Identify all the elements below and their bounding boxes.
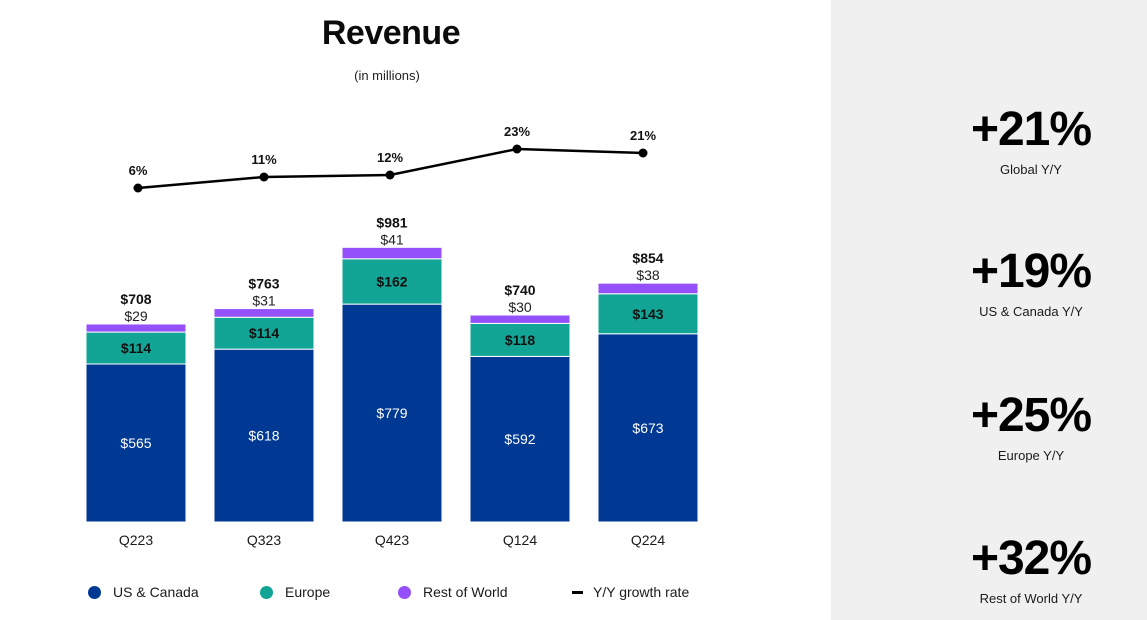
bar-label-rest-of-world: $41 xyxy=(380,231,404,247)
legend-item-europe: Europe xyxy=(260,584,330,600)
bar-segment-rest-of-world xyxy=(85,323,187,333)
legend-dot-icon xyxy=(260,585,273,599)
legend-label: Rest of World xyxy=(423,584,508,600)
bar-total-label: $740 xyxy=(504,282,535,298)
kpi-europe: +25% Europe Y/Y xyxy=(831,389,1147,464)
bar-segment-rest-of-world xyxy=(469,314,571,324)
legend-label: US & Canada xyxy=(113,584,199,600)
kpi-global: +21% Global Y/Y xyxy=(831,103,1147,178)
legend-label: Europe xyxy=(285,584,331,600)
legend-item-rest-of-world: Rest of World xyxy=(398,584,508,600)
bar-segment-us-canada xyxy=(341,303,443,523)
legend-dot-icon xyxy=(88,585,101,599)
revenue-chart: Revenue (in millions) $565 $114 $29 $708 Q22… xyxy=(0,14,831,608)
bar-label-europe: $114 xyxy=(121,340,152,356)
bar-segment-rest-of-world xyxy=(341,246,443,260)
bar-label-us-canada: $673 xyxy=(632,420,663,436)
kpi-label: Europe Y/Y xyxy=(997,448,1065,463)
bar-total-label: $981 xyxy=(376,214,407,230)
bar-label-us-canada: $592 xyxy=(504,431,535,447)
growth-rate-point xyxy=(385,170,395,180)
bar-label-europe: $162 xyxy=(376,273,407,289)
bar-label-europe: $118 xyxy=(505,332,536,348)
growth-rate-point xyxy=(512,144,522,154)
growth-rate-label: 23% xyxy=(504,124,530,139)
kpi-value: +19% xyxy=(970,245,1092,298)
bar-segment-us-canada xyxy=(213,348,315,523)
bar-segment-europe xyxy=(341,258,443,305)
bar-label-rest-of-world: $29 xyxy=(124,308,148,324)
bar-label-europe: $114 xyxy=(249,325,280,341)
bar-label-us-canada: $565 xyxy=(120,435,151,451)
bar-segment-us-canada xyxy=(85,363,187,523)
bar-label-europe: $143 xyxy=(632,306,663,322)
bar-segment-rest-of-world xyxy=(597,282,699,295)
x-tick-label: Q223 xyxy=(119,532,153,548)
growth-rate-label: 6% xyxy=(129,163,148,178)
legend-dot-icon xyxy=(398,585,411,599)
kpi-label: Global Y/Y xyxy=(1000,162,1062,177)
bar-segment-rest-of-world xyxy=(213,308,315,318)
legend-label: Y/Y growth rate xyxy=(593,584,690,600)
growth-rate-label: 21% xyxy=(630,128,656,143)
kpi-value: +21% xyxy=(970,103,1092,156)
growth-rate-label: 12% xyxy=(377,150,403,165)
kpi-label: US & Canada Y/Y xyxy=(979,304,1083,319)
x-tick-label: Q124 xyxy=(503,532,537,548)
bar-total-label: $708 xyxy=(120,291,151,307)
kpi-value: +25% xyxy=(970,389,1092,442)
growth-rate-point xyxy=(133,183,143,193)
legend-item-us-canada: US & Canada xyxy=(88,584,199,600)
bar-label-rest-of-world: $38 xyxy=(636,267,660,283)
legend-line-icon xyxy=(572,590,583,594)
bar-label-us-canada: $779 xyxy=(376,405,407,421)
x-tick-label: Q423 xyxy=(375,532,409,548)
kpi-panel: +21% Global Y/Y +19% US & Canada Y/Y +25… xyxy=(831,0,1147,620)
bar-segment-us-canada xyxy=(469,355,571,523)
chart-plot: $565 $114 $29$708 Q223 $618 $114 $31$763 Q323 $7… xyxy=(85,124,699,548)
bar-label-rest-of-world: $30 xyxy=(508,299,532,315)
kpi-label: Rest of World Y/Y xyxy=(979,591,1083,606)
bar-total-label: $763 xyxy=(248,276,279,292)
growth-rate-point xyxy=(638,148,648,158)
bar-label-rest-of-world: $31 xyxy=(252,293,276,309)
chart-subtitle: (in millions) xyxy=(354,68,420,83)
x-tick-label: Q224 xyxy=(631,532,665,548)
bar-segment-europe xyxy=(597,293,699,335)
chart-title: Revenue xyxy=(321,14,461,52)
kpi-value: +32% xyxy=(970,532,1092,585)
chart-legend: US & Canada Europe Rest of World Y/Y gro… xyxy=(0,584,831,608)
bar-segment-europe xyxy=(85,331,187,365)
bar-label-us-canada: $618 xyxy=(248,428,279,444)
x-tick-label: Q323 xyxy=(247,532,281,548)
kpi-rest-of-world: +32% Rest of World Y/Y xyxy=(831,532,1147,607)
growth-rate-label: 11% xyxy=(251,152,277,167)
kpi-us-canada: +19% US & Canada Y/Y xyxy=(831,245,1147,320)
growth-rate-point xyxy=(259,172,269,182)
bar-segment-us-canada xyxy=(597,333,699,523)
bar-total-label: $854 xyxy=(632,250,663,266)
legend-item-growth-rate: Y/Y growth rate xyxy=(572,584,689,600)
